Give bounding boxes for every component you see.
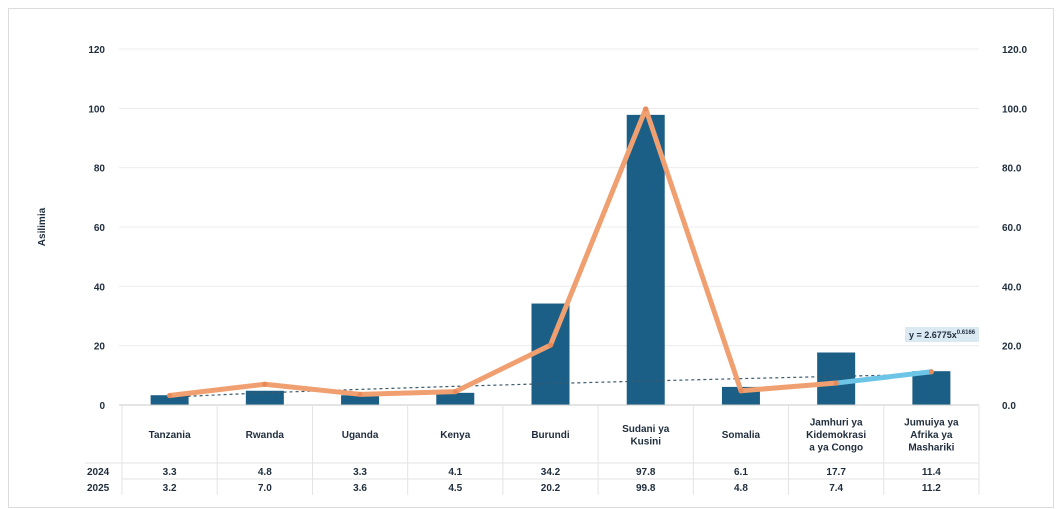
line-point [833,380,839,386]
y-tick-left: 80 [94,164,106,175]
category-label: Kusini [630,436,661,447]
y-tick-left: 60 [94,223,106,234]
category-label: Afrika ya [910,430,953,441]
table-value: 4.8 [734,483,748,494]
category-label: Jumuiya ya [904,418,959,429]
line-point [547,342,554,348]
y-tick-left: 100 [88,104,105,115]
y-tick-right: 0.0 [1002,401,1016,412]
bar [341,395,380,405]
chart-frame: 0 0.0 20 20.0 40 40.0 60 60.0 80 80.0 100 100.0 120 1… [8,8,1054,508]
y-axis-label: Asilimia [37,207,48,246]
trendline-exponent: 0.6166 [957,330,976,336]
line-point [357,391,363,397]
bar [626,114,665,406]
trendline [169,373,932,398]
category-label: Somalia [722,430,761,441]
y-tick-right: 20.0 [1002,342,1022,353]
trendline-label-box [905,327,979,342]
table-value: 7.0 [258,483,272,494]
line-point [452,389,458,395]
line-point [643,106,649,112]
y-tick-left: 120 [88,45,105,56]
table-value: 20.2 [541,483,561,494]
table-value: 3.6 [353,483,367,494]
category-label: Mashariki [908,443,954,454]
y-tick-left: 20 [94,342,106,353]
bar [245,390,284,405]
table-series-label: 2024 [87,467,110,478]
table-value: 4.5 [448,483,462,494]
category-label: Uganda [342,430,379,441]
table-value: 7.4 [829,483,843,494]
table-series-label: 2025 [87,483,110,494]
line-series [167,106,839,399]
table-value: 99.8 [636,483,656,494]
chart-svg: 0 0.0 20 20.0 40 40.0 60 60.0 80 80.0 100 100.0 120 1… [37,45,1027,495]
y-tick-right: 120.0 [1002,45,1027,56]
table-value: 34.2 [541,467,561,478]
bar [912,371,951,405]
category-label: Burundi [531,430,570,441]
y-tick-right: 100.0 [1002,104,1027,115]
line-point [262,381,268,387]
category-label: Kenya [440,430,470,441]
table-value: 11.2 [922,483,941,494]
table-value: 3.3 [353,467,367,478]
bar [531,303,570,405]
trendline-equation: y = 2.6775x [909,330,957,340]
line-point [928,369,934,375]
table-value: 17.7 [826,467,846,478]
table-value: 3.3 [163,467,177,478]
category-label: Jamhuri ya [810,418,863,429]
category-label: Kidemokrasi [806,430,866,441]
category-label: a ya Congo [809,443,863,454]
table-value: 11.4 [922,467,941,478]
table-value: 4.1 [448,467,462,478]
table-value: 4.8 [258,467,272,478]
category-label: Tanzania [149,430,191,441]
bar [817,352,856,405]
category-label: Rwanda [246,430,285,441]
y-tick-right: 40.0 [1002,282,1022,293]
table-value: 97.8 [636,467,656,478]
category-label: Sudani ya [622,424,670,435]
y-tick-left: 0 [99,401,105,412]
y-tick-left: 40 [94,282,106,293]
line-series-highlight [833,369,934,386]
table-value: 6.1 [734,467,748,478]
line-point [738,388,744,394]
bar [150,395,189,405]
bar [436,392,475,405]
table-value: 3.2 [163,483,177,494]
y-tick-right: 80.0 [1002,164,1022,175]
line-point [167,392,173,399]
y-tick-right: 60.0 [1002,223,1022,234]
trendline-label: y = 2.6775x0.6166 [909,330,976,340]
